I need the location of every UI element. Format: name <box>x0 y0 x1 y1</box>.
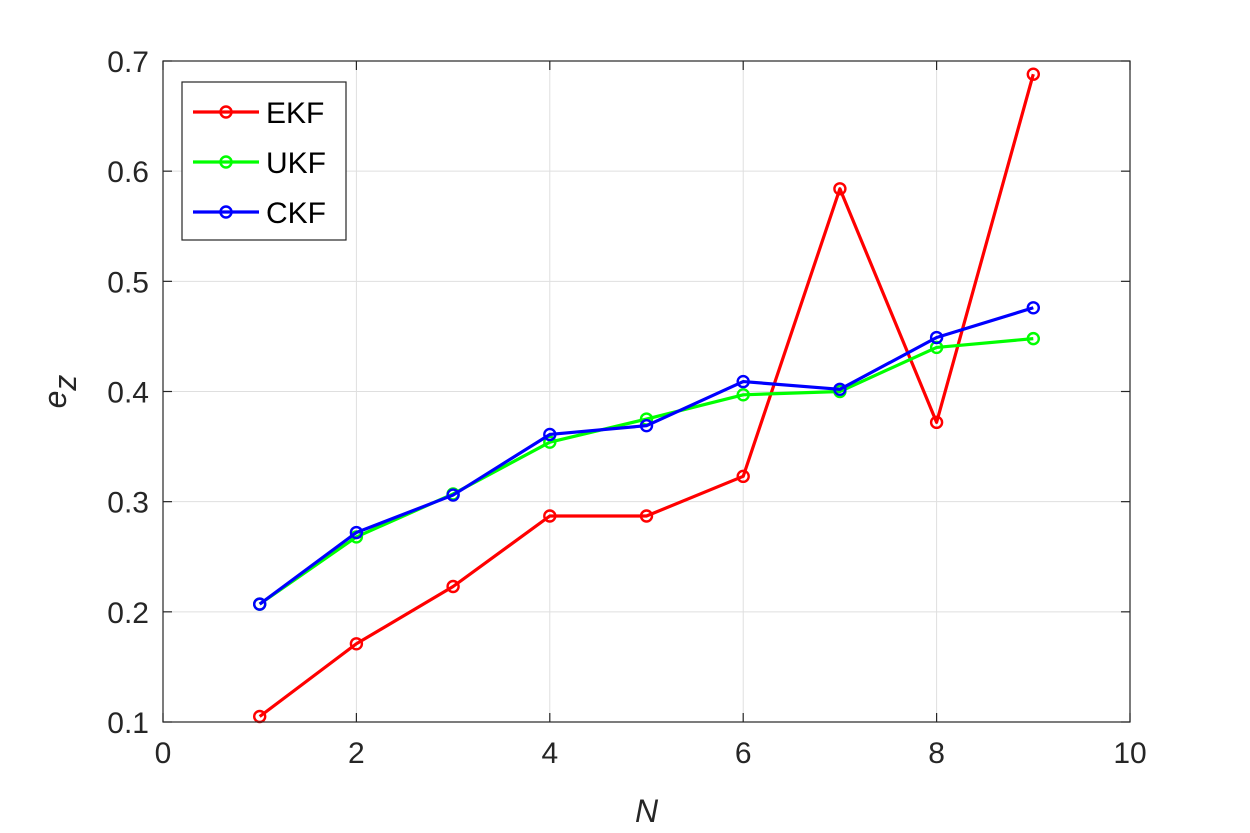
x-tick-label: 6 <box>735 737 752 770</box>
y-axis-label: ez <box>37 375 83 409</box>
data-point-ckf <box>833 382 847 396</box>
data-point-ckf <box>446 488 460 502</box>
x-tick-labels: 0 2 4 6 8 10 <box>155 737 1147 770</box>
series-ckf <box>253 301 1041 611</box>
x-axis-label: N <box>635 793 659 829</box>
data-point-ckf <box>639 418 654 433</box>
y-tick-labels: 0.1 0.2 0.3 0.4 0.5 0.6 0.7 <box>107 46 149 740</box>
data-point-ckf <box>253 597 267 611</box>
data-point-ekf <box>543 509 557 523</box>
data-point-ckf <box>543 427 557 442</box>
series-ekf <box>253 67 1041 724</box>
data-point-ekf <box>1026 67 1041 81</box>
data-point-ekf <box>929 415 944 430</box>
legend-item-ekf: EKF <box>193 97 324 130</box>
y-tick-label: 0.1 <box>107 707 149 740</box>
data-point-ekf <box>639 509 654 523</box>
y-tick-label: 0.7 <box>107 46 149 79</box>
data-point-ckf <box>349 525 364 540</box>
legend-label-ekf: EKF <box>266 97 324 130</box>
data-point-ckf <box>1026 301 1041 315</box>
y-axis-label-subscript: z <box>47 375 83 392</box>
x-tick-label: 8 <box>928 737 945 770</box>
data-point-ukf <box>1026 331 1041 346</box>
series-line-ekf <box>258 73 1035 718</box>
y-tick-label: 0.4 <box>107 377 149 410</box>
x-tick-label: 2 <box>348 737 365 770</box>
y-tick-label: 0.3 <box>107 487 149 520</box>
legend: EKF UKF CKF <box>181 81 347 241</box>
legend-item-ukf: UKF <box>193 147 326 180</box>
data-point-ekf <box>349 637 364 651</box>
series-layer <box>253 67 1041 724</box>
data-point-ukf <box>736 388 750 402</box>
y-tick-label: 0.2 <box>107 597 149 630</box>
ticks <box>162 60 1131 723</box>
legend-marker-ckf <box>219 205 233 219</box>
y-axis-label-main: e <box>37 391 73 409</box>
legend-marker-ekf <box>219 105 233 119</box>
legend-label-ukf: UKF <box>266 147 326 180</box>
series-line-ckf <box>258 306 1034 606</box>
data-point-ckf <box>929 330 944 345</box>
y-tick-label: 0.6 <box>107 156 149 189</box>
data-point-ekf <box>446 579 460 594</box>
data-point-ekf <box>833 182 847 196</box>
legend-item-ckf: CKF <box>193 197 326 230</box>
x-tick-label: 0 <box>155 737 172 770</box>
legend-label-ckf: CKF <box>266 197 326 230</box>
x-tick-label: 4 <box>541 737 558 770</box>
x-tick-label: 10 <box>1113 737 1146 770</box>
y-tick-label: 0.5 <box>107 266 149 299</box>
legend-marker-ukf <box>219 155 233 169</box>
data-point-ekf <box>736 469 750 484</box>
data-point-ckf <box>736 374 750 389</box>
data-point-ukf <box>543 435 557 449</box>
